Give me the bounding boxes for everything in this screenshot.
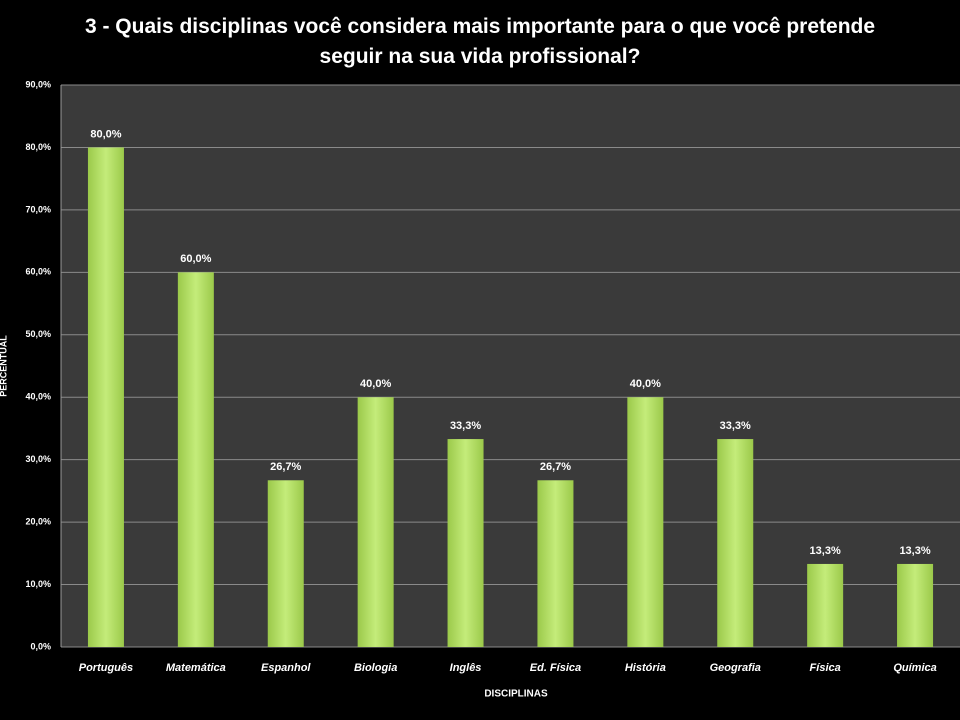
chart-title: 3 - Quais disciplinas você considera mai… xyxy=(84,15,876,68)
bar xyxy=(267,480,304,647)
y-tick-label: 50,0% xyxy=(25,329,51,339)
bar xyxy=(177,272,214,647)
y-tick-label: 60,0% xyxy=(25,267,51,277)
data-label: 13,3% xyxy=(810,545,841,557)
data-label: 80,0% xyxy=(90,128,121,140)
x-axis-label: DISCIPLINAS xyxy=(484,689,548,700)
y-axis-label: PERCENTUAL xyxy=(0,335,8,397)
x-tick-label: Português xyxy=(79,662,133,674)
data-label: 40,0% xyxy=(630,378,661,390)
bar xyxy=(717,439,754,647)
data-label: 26,7% xyxy=(270,461,301,473)
data-label: 26,7% xyxy=(540,461,571,473)
bar xyxy=(897,563,934,647)
y-tick-label: 70,0% xyxy=(25,204,51,214)
y-tick-label: 0,0% xyxy=(30,641,51,651)
x-tick-label: Inglês xyxy=(450,662,482,674)
bar xyxy=(627,397,664,647)
data-label: 60,0% xyxy=(180,253,211,265)
data-label: 33,3% xyxy=(720,420,751,432)
y-tick-label: 90,0% xyxy=(25,79,51,89)
y-tick-label: 40,0% xyxy=(25,392,51,402)
x-tick-label: Química xyxy=(893,662,936,674)
x-tick-label: História xyxy=(625,662,666,674)
x-tick-label: Física xyxy=(810,662,841,674)
bar xyxy=(357,397,394,647)
data-label: 40,0% xyxy=(360,378,391,390)
bar xyxy=(807,563,844,647)
x-tick-label: Espanhol xyxy=(261,662,311,674)
x-tick-label: Matemática xyxy=(166,662,226,674)
bar xyxy=(87,147,124,647)
data-label: 13,3% xyxy=(899,545,930,557)
y-tick-label: 20,0% xyxy=(25,516,51,526)
x-tick-label: Geografia xyxy=(710,662,761,674)
bar xyxy=(447,439,484,647)
x-tick-label: Ed. Física xyxy=(530,662,581,674)
data-label: 33,3% xyxy=(450,420,481,432)
y-tick-label: 10,0% xyxy=(25,579,51,589)
bar xyxy=(537,480,574,647)
y-tick-label: 30,0% xyxy=(25,454,51,464)
x-tick-label: Biologia xyxy=(354,662,397,674)
y-tick-label: 80,0% xyxy=(25,142,51,152)
